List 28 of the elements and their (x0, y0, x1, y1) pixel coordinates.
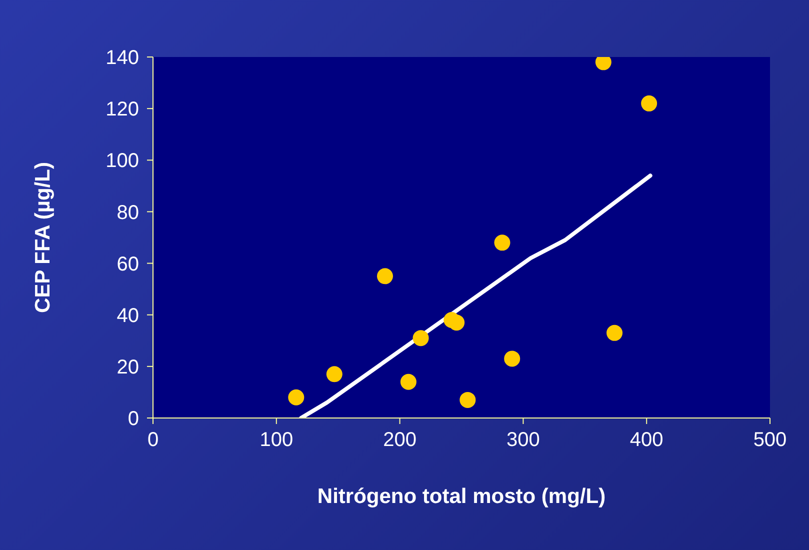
x-tick-label: 200 (383, 429, 416, 452)
point (412, 330, 429, 346)
line-series (299, 174, 652, 418)
point (641, 95, 658, 112)
point (460, 392, 476, 408)
x-tick-label: 0 (147, 429, 159, 452)
y-tick-label: 140 (106, 47, 139, 70)
y-tick-label: 20 (116, 356, 139, 379)
y-tick-label: 40 (116, 304, 139, 327)
y-tick-label: 60 (116, 253, 139, 276)
point (494, 234, 510, 251)
y-tick-label: 0 (128, 408, 139, 430)
point (376, 268, 393, 284)
x-tick-label: 100 (260, 429, 294, 452)
x-tick-label: 400 (630, 429, 664, 452)
x-tick-label: 300 (506, 429, 540, 452)
point (288, 389, 304, 406)
point (448, 314, 465, 331)
y-axis-title: CEP FFA (µg/L) (31, 162, 54, 313)
point (504, 350, 520, 367)
point (606, 324, 623, 341)
x-axis-title: Nitrógeno total mosto (mg/L) (317, 484, 606, 508)
point (326, 366, 342, 382)
y-tick-label: 80 (116, 202, 139, 224)
y-tick-label: 120 (106, 98, 139, 121)
point (400, 374, 416, 390)
y-tick-label: 100 (106, 150, 139, 172)
x-tick-label: 500 (753, 429, 787, 452)
